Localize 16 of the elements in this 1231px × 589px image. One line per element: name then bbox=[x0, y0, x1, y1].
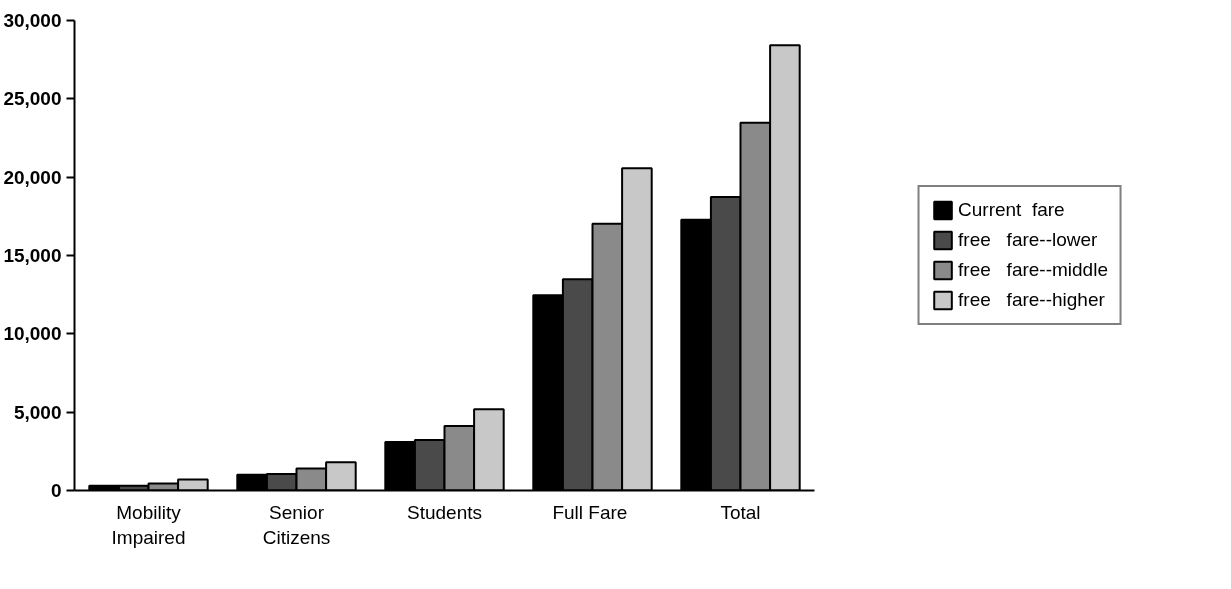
y-tick-label: 5,000 bbox=[13, 401, 62, 423]
y-tick-label: 25,000 bbox=[3, 88, 62, 110]
x-tick-label: Senior Citizens bbox=[262, 501, 331, 548]
y-tick-label: 15,000 bbox=[3, 245, 62, 266]
y-tick-label: 0 bbox=[50, 480, 62, 501]
legend-label: free fare--lower bbox=[958, 229, 1098, 251]
legend-label: Current fare bbox=[958, 199, 1065, 221]
legend-label: free fare--middle bbox=[958, 259, 1108, 281]
legend-label: free fare--higher bbox=[958, 289, 1105, 311]
x-tick-label: Total bbox=[720, 501, 761, 523]
x-tick-label: Full Fare bbox=[552, 501, 628, 523]
x-tick-label: Mobility Impaired bbox=[111, 501, 186, 548]
y-tick-label: 30,000 bbox=[3, 10, 62, 31]
x-tick-label: Students bbox=[407, 501, 482, 523]
y-tick-label: 10,000 bbox=[3, 323, 62, 345]
y-tick-label: 20,000 bbox=[3, 166, 62, 188]
